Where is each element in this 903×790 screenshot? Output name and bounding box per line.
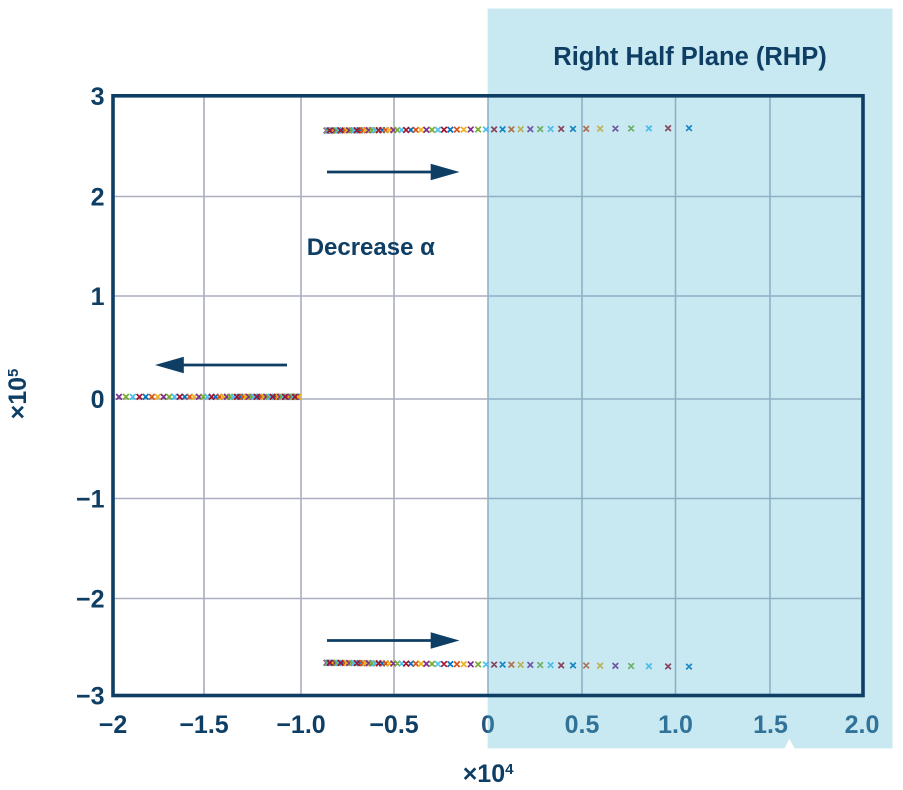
svg-text:−0.5: −0.5 <box>369 711 418 739</box>
svg-text:0: 0 <box>91 386 105 414</box>
svg-text:Decrease α: Decrease α <box>307 234 435 261</box>
svg-text:×105: ×105 <box>4 369 32 420</box>
svg-text:3: 3 <box>91 83 105 111</box>
svg-text:2: 2 <box>91 184 105 212</box>
svg-text:−2: −2 <box>76 586 105 614</box>
svg-text:1: 1 <box>91 283 105 311</box>
svg-text:1.5: 1.5 <box>753 711 788 739</box>
svg-text:1.0: 1.0 <box>658 711 693 739</box>
svg-text:−3: −3 <box>76 683 105 711</box>
svg-text:2.0: 2.0 <box>845 711 880 739</box>
svg-text:0: 0 <box>481 711 495 739</box>
svg-text:−1: −1 <box>76 486 105 514</box>
svg-text:−2: −2 <box>99 711 128 739</box>
svg-text:−1.5: −1.5 <box>179 711 228 739</box>
svg-text:−1.0: −1.0 <box>276 711 325 739</box>
svg-text:Right Half Plane (RHP): Right Half Plane (RHP) <box>553 43 826 71</box>
svg-text:0.5: 0.5 <box>565 711 600 739</box>
